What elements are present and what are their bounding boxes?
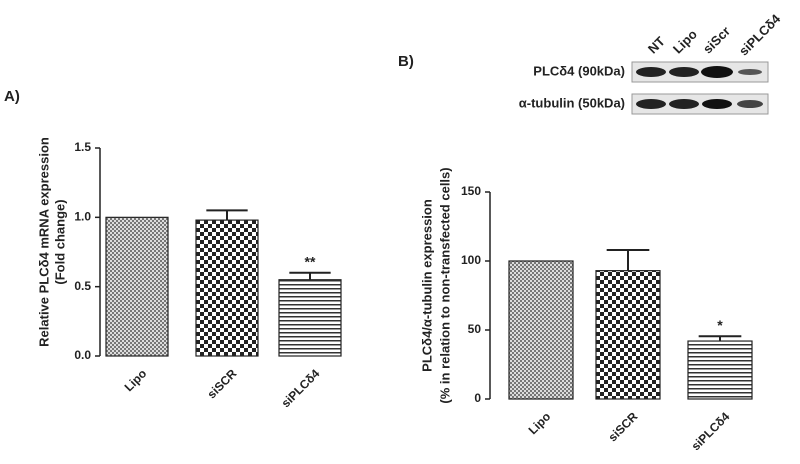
y-axis-label: Relative PLCδ4 mRNA expression — [36, 137, 51, 347]
y-tick-label: 50 — [468, 322, 482, 336]
blot-lane-label: NT — [645, 34, 668, 57]
bar — [508, 260, 574, 400]
blot-lane-label: siScr — [700, 23, 733, 56]
significance: ** — [305, 254, 316, 270]
x-tick-label: Lipo — [526, 409, 554, 437]
x-tick-label: Lipo — [122, 366, 150, 394]
bar — [278, 279, 342, 357]
western-blot — [631, 61, 769, 115]
x-tick-label: siPLCδ4 — [279, 366, 323, 410]
blot-lane-label: Lipo — [670, 27, 700, 57]
blot-row-label: PLCδ4 (90kDa) — [533, 63, 625, 78]
y-tick-label: 1.5 — [74, 140, 91, 154]
x-tick-label: siSCR — [605, 409, 640, 444]
y-tick-label: 0 — [474, 391, 481, 405]
y-tick-label: 100 — [461, 253, 481, 267]
x-tick-label: siPLCδ4 — [689, 409, 733, 453]
blot-lane-label: siPLCδ4 — [736, 11, 784, 59]
panel-label: B) — [398, 53, 414, 70]
bar — [105, 216, 169, 357]
y-axis-label: (% in relation to non-transfected cells) — [437, 167, 452, 403]
y-tick-label: 1.0 — [74, 210, 91, 224]
y-tick-label: 0.5 — [74, 279, 91, 293]
y-tick-label: 0.0 — [74, 348, 91, 362]
panel-label: A) — [4, 88, 20, 105]
bar — [195, 219, 259, 357]
y-tick-label: 150 — [461, 184, 481, 198]
y-axis-label: PLCδ4/α-tubulin expression — [419, 199, 434, 372]
blot-row-label: α-tubulin (50kDa) — [519, 95, 625, 110]
significance: * — [717, 317, 723, 333]
x-tick-label: siSCR — [204, 366, 239, 401]
y-axis-label: (Fold change) — [52, 199, 67, 284]
bar — [595, 270, 661, 400]
bar — [687, 340, 753, 400]
